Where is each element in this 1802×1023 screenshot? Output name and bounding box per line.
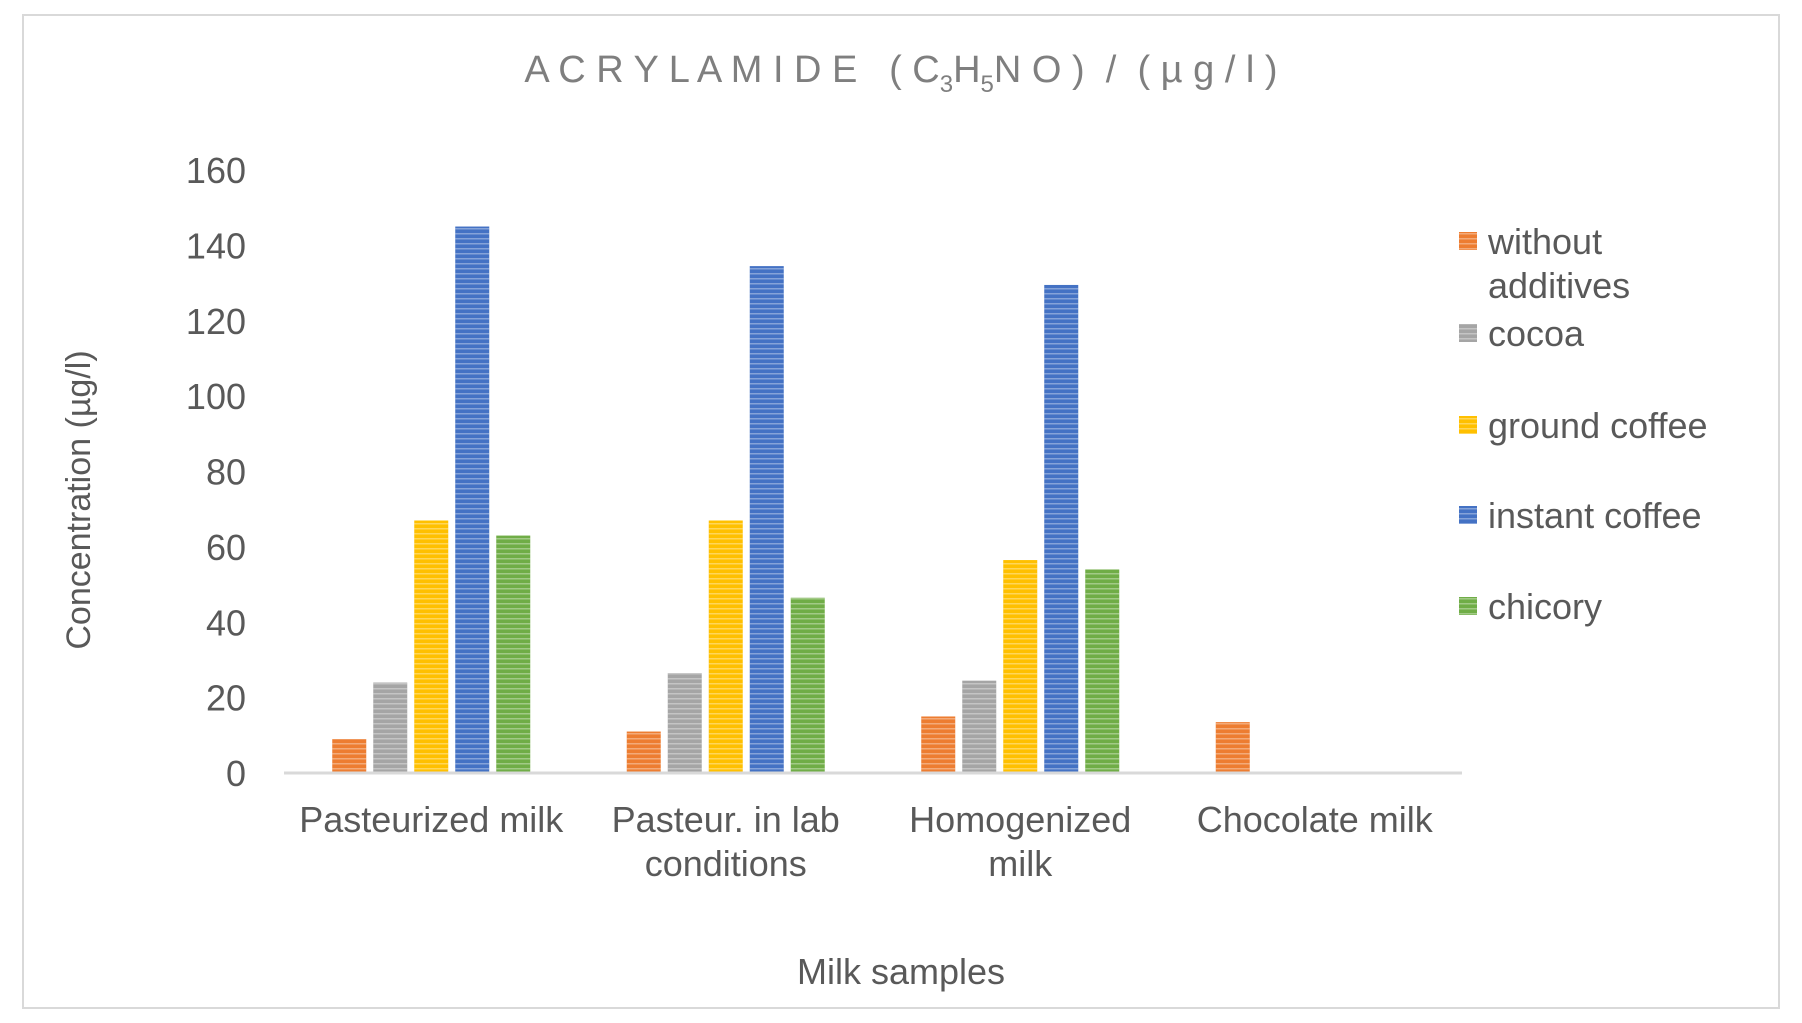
bar-texture [1085,569,1120,773]
chart-title-sub-1: 3 [940,71,953,98]
legend-label: without [1487,221,1602,262]
x-tick-label: milk [988,843,1053,884]
x-tick-label: Pasteurized milk [299,799,564,840]
y-tick-label: 120 [186,301,246,342]
y-axis-label: Concentration (µg/l) [60,350,98,649]
chart-title-mid: H [953,49,980,91]
bar-texture [749,266,784,773]
chart-title-suffix: N O ) / ( µ g / l ) [994,49,1278,91]
x-tick-label: Homogenized [909,799,1131,840]
bar-texture [1044,284,1079,773]
bar-texture [626,731,661,773]
legend-label: instant coffee [1488,495,1702,536]
y-tick-label: 60 [206,527,246,568]
y-tick-label: 100 [186,376,246,417]
legend-label: additives [1488,265,1630,306]
legend-swatch-texture [1459,232,1477,250]
x-axis-ticks: Pasteurized milk Pasteur. in labcondition… [299,799,1434,884]
y-tick-label: 20 [206,678,246,719]
y-tick-label: 140 [186,225,246,266]
x-tick-label: Pasteur. in lab [612,799,840,840]
legend-label: chicory [1488,586,1602,627]
y-tick-label: 0 [226,753,246,794]
legend-label: cocoa [1488,313,1585,354]
bar-texture [962,680,997,773]
legend-swatch-texture [1459,324,1477,342]
legend-swatch-texture [1459,506,1477,524]
y-tick-label: 80 [206,452,246,493]
legend-swatch-texture [1459,416,1477,434]
bar-texture [455,226,490,773]
bar-texture [414,520,449,773]
legend-swatch-texture [1459,597,1477,615]
bar-texture [373,682,408,773]
y-axis-ticks: 0 20 40 60 80 100 120 140 160 [186,150,246,794]
x-tick-label: Chocolate milk [1197,799,1434,840]
y-tick-label: 40 [206,602,246,643]
bar-texture [667,673,702,773]
bar-texture [1215,722,1250,773]
chart-title-sub-2: 5 [981,71,994,98]
y-tick-label: 160 [186,150,246,191]
chart-title-prefix: A C R Y L A M I D E ( C [524,49,939,91]
bar-texture [496,535,531,773]
x-tick-label: conditions [645,843,807,884]
x-axis-label: Milk samples [797,951,1005,992]
chart-frame [22,14,1780,1009]
legend-label: ground coffee [1488,405,1708,446]
bar-texture [790,597,825,773]
chart-title: A C R Y L A M I D E ( C3H5N O ) / ( µ g … [524,49,1277,98]
bar-texture [1003,560,1038,773]
bars-group [332,226,1250,773]
bar-texture [332,739,367,773]
bar-texture [708,520,743,773]
bar-texture [921,716,956,773]
